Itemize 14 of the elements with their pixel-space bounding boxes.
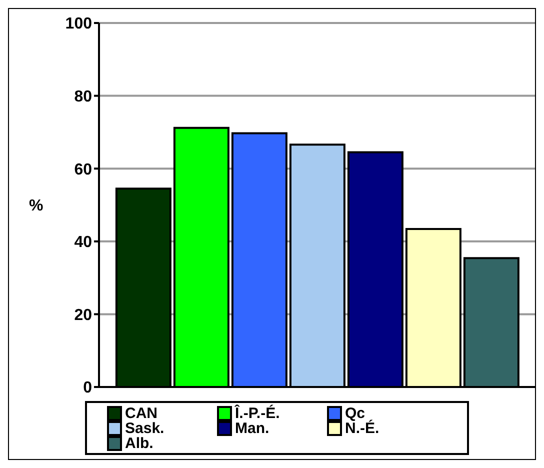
legend-label: Î.-P.-É. <box>235 405 280 422</box>
y-axis-title: % <box>29 198 44 215</box>
legend-label: CAN <box>125 405 158 422</box>
legend-label: Alb. <box>125 435 154 452</box>
y-tick-label: 20 <box>74 306 92 324</box>
legend-label: Man. <box>235 420 270 437</box>
legend-label: Sask. <box>125 420 164 437</box>
y-tick-label: 60 <box>74 161 92 178</box>
y-tick-label: 40 <box>74 234 92 252</box>
y-tick-label: 0 <box>83 380 92 397</box>
legend-label: Qc <box>345 405 366 422</box>
y-tick-label: 80 <box>74 88 92 106</box>
legend-label: N.-É. <box>345 420 380 437</box>
y-tick-label: 100 <box>65 16 92 33</box>
